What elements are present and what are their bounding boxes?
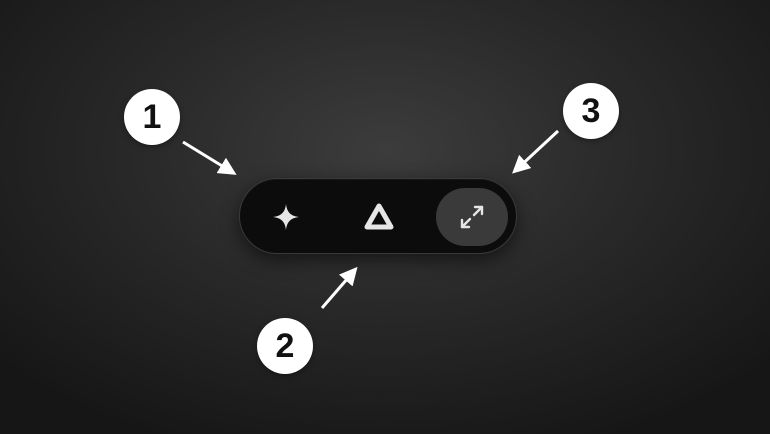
callout-badge-2: 2 [257, 318, 313, 374]
sparkle-button[interactable] [250, 188, 322, 246]
callout-badge-1: 1 [124, 89, 180, 145]
sparkle-icon [273, 204, 299, 230]
expand-button[interactable] [436, 188, 508, 246]
callout-arrow-3 [512, 129, 560, 174]
callout-arrow-2 [320, 266, 358, 309]
expand-arrows-icon [460, 205, 484, 229]
rounded-triangle-icon [364, 203, 394, 230]
toolbar [239, 178, 517, 254]
callout-arrow-1 [182, 140, 237, 175]
triangle-button[interactable] [343, 188, 415, 246]
callout-badge-3: 3 [563, 83, 619, 139]
